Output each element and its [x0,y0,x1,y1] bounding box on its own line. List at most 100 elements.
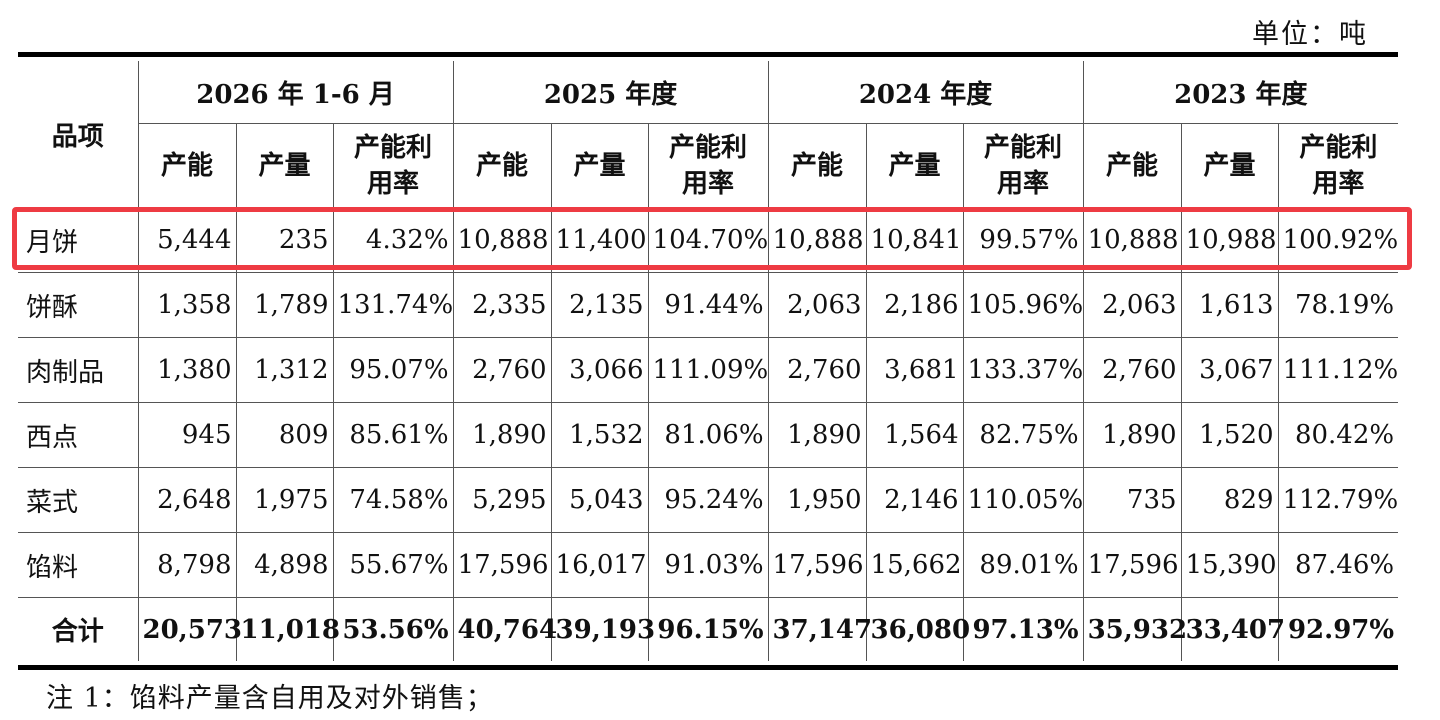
table-row: 月饼 5,444 235 4.32% 10,888 11,400 104.70% 10,888… [18,207,1398,273]
period-header: 2025 年度 [452,61,769,124]
capacity-cell: 2,760 [452,337,552,403]
table-top-rule [18,52,1398,57]
item-name-cell: 馅料 [18,532,139,598]
output-cell: 3,681 [865,337,964,403]
capacity-header: 产能 [138,123,237,208]
capacity-cell: 37,147 [767,597,872,661]
capacity-header: 产能 [1082,123,1182,208]
utilization-cell: 78.19% [1277,272,1399,338]
table-row: 馅料 8,798 4,898 55.67% 17,596 16,017 91.03% 17,5… [18,532,1399,598]
capacity-cell: 735 [1082,467,1182,533]
output-cell: 1,613 [1180,272,1279,338]
utilization-cell: 96.15% [647,597,769,661]
output-cell: 809 [235,402,334,468]
utilization-cell: 111.12% [1277,337,1398,403]
output-cell: 4,898 [235,532,334,598]
utilization-cell: 53.56% [332,597,454,661]
utilization-cell: 97.13% [962,597,1084,661]
utilization-header: 产能利用率 [1277,123,1399,208]
output-cell: 11,400 [550,207,649,273]
utilization-header: 产能利用率 [647,123,769,208]
output-cell: 235 [235,207,334,273]
output-header: 产量 [235,123,334,208]
output-cell: 1,789 [235,272,334,338]
output-cell: 1,520 [1180,402,1279,468]
output-cell: 10,841 [865,207,964,273]
total-row: 合计 20,573 11,018 53.56% 40,764 39,193 96.15% 37… [18,597,1399,661]
utilization-cell: 82.75% [962,402,1084,468]
capacity-cell: 10,888 [452,207,552,273]
capacity-cell: 1,380 [137,337,237,403]
utilization-cell: 133.37% [962,337,1084,403]
capacity-cell: 1,890 [452,402,552,468]
utilization-cell: 95.24% [647,467,769,533]
output-cell: 16,017 [550,532,649,598]
header-row-periods: 品项 2026 年 1-6 月 2025 年度 2024 年度 2023 年度 [18,61,1399,208]
utilization-cell: 99.57% [962,207,1084,273]
capacity-cell: 8,798 [137,532,237,598]
output-cell: 15,662 [865,532,964,598]
utilization-cell: 74.58% [332,467,454,533]
output-cell: 10,988 [1180,207,1279,273]
capacity-cell: 1,950 [767,467,867,533]
capacity-cell: 2,760 [1082,337,1182,403]
capacity-cell: 1,890 [767,402,867,468]
table-row: 西点 945 809 85.61% 1,890 1,532 81.06% 1,890 1,564… [18,402,1399,468]
output-cell: 829 [1180,467,1279,533]
output-cell: 11,018 [235,597,340,661]
utilization-cell: 89.01% [962,532,1084,598]
output-cell: 3,067 [1180,337,1279,403]
output-cell: 2,186 [865,272,964,338]
utilization-cell: 4.32% [332,207,454,273]
item-name-cell: 肉制品 [18,337,139,403]
item-name-cell: 月饼 [18,207,139,273]
header-row-metrics: 产能 产量 产能利用率 产能 产量 产能利用率 产能 产量 产能利用率 产能 产… [18,123,1399,208]
output-header: 产量 [550,123,649,208]
utilization-cell: 80.42% [1277,402,1399,468]
table-row: 饼酥 1,358 1,789 131.74% 2,335 2,135 91.44% 2,063… [18,272,1399,338]
capacity-cell: 40,764 [452,597,557,661]
output-header: 产量 [865,123,964,208]
output-cell: 3,066 [550,337,649,403]
utilization-cell: 131.74% [332,272,454,338]
item-name-cell: 西点 [18,402,139,468]
output-cell: 36,080 [865,597,970,661]
capacity-cell: 2,063 [767,272,867,338]
utilization-cell: 111.09% [647,337,769,403]
utilization-cell: 112.79% [1277,467,1398,533]
output-cell: 2,135 [550,272,649,338]
utilization-cell: 87.46% [1277,532,1399,598]
output-cell: 2,146 [865,467,964,533]
capacity-cell: 2,760 [767,337,867,403]
unit-label: 单位：吨 [1252,19,1368,50]
footnote: 注 1：馅料产量含自用及对外销售； [46,683,494,714]
utilization-cell: 105.96% [962,272,1084,338]
capacity-cell: 2,648 [137,467,237,533]
utilization-header: 产能利用率 [962,123,1084,208]
period-header: 2024 年度 [767,61,1084,124]
capacity-cell: 10,888 [1082,207,1182,273]
capacity-header: 产能 [767,123,867,208]
capacity-cell: 1,890 [1082,402,1182,468]
output-cell: 39,193 [550,597,655,661]
period-header: 2023 年度 [1082,61,1399,124]
output-cell: 1,312 [235,337,334,403]
output-cell: 1,975 [235,467,334,533]
utilization-cell: 92.97% [1277,597,1399,661]
capacity-utilization-table: 品项 2026 年 1-6 月 2025 年度 2024 年度 2023 年度 … [18,61,1398,661]
output-cell: 33,407 [1180,597,1285,661]
item-name-cell: 合计 [18,597,139,661]
capacity-cell: 2,063 [1082,272,1182,338]
capacity-cell: 35,932 [1082,597,1187,661]
utilization-cell: 100.92% [1277,207,1398,273]
utilization-cell: 110.05% [962,467,1084,533]
capacity-header: 产能 [452,123,552,208]
output-cell: 5,043 [550,467,649,533]
table-bottom-rule [18,665,1398,670]
capacity-cell: 945 [137,402,237,468]
output-cell: 1,532 [550,402,649,468]
period-header: 2026 年 1-6 月 [137,61,454,124]
output-cell: 1,564 [865,402,964,468]
capacity-cell: 10,888 [767,207,867,273]
utilization-cell: 104.70% [647,207,769,273]
